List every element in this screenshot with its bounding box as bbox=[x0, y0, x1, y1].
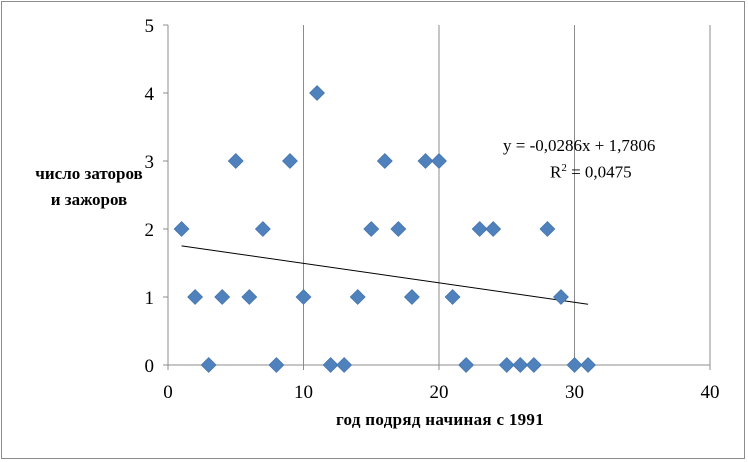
data-point bbox=[390, 221, 407, 237]
x-tick-label: 10 bbox=[294, 382, 313, 403]
x-tick-label: 40 bbox=[701, 382, 720, 403]
data-point bbox=[485, 221, 502, 237]
y-tick-label: 0 bbox=[145, 356, 155, 377]
data-point bbox=[512, 357, 529, 373]
x-tick-label: 20 bbox=[430, 382, 449, 403]
data-point bbox=[309, 85, 325, 101]
data-point bbox=[187, 289, 204, 305]
y-tick-label: 2 bbox=[145, 220, 155, 241]
data-point bbox=[268, 357, 285, 373]
data-point bbox=[227, 153, 244, 169]
data-point bbox=[431, 153, 447, 169]
trendline-line bbox=[181, 245, 589, 305]
data-point bbox=[539, 221, 556, 237]
data-point bbox=[566, 357, 583, 373]
data-point bbox=[471, 221, 488, 237]
y-tick-label: 1 bbox=[145, 288, 155, 309]
data-point bbox=[349, 289, 366, 305]
r2-value: = 0,0475 bbox=[571, 162, 632, 182]
y-tick-label: 3 bbox=[145, 152, 155, 173]
x-axis-label: год подряд начиная с 1991 bbox=[335, 410, 545, 429]
trendline-equation: y = -0,0286x + 1,7806 R2 = 0,0475 bbox=[480, 135, 730, 184]
data-point bbox=[214, 289, 231, 305]
data-point bbox=[241, 289, 258, 305]
grid-lines bbox=[303, 25, 711, 365]
x-tick-label: 30 bbox=[565, 382, 584, 403]
data-point bbox=[403, 289, 420, 305]
data-point bbox=[498, 357, 515, 373]
axes bbox=[163, 24, 711, 370]
data-points bbox=[173, 85, 596, 373]
data-point bbox=[458, 357, 475, 373]
data-point bbox=[254, 221, 271, 237]
y-tick-label: 4 bbox=[145, 84, 155, 105]
x-tick-labels: 0 10 20 30 40 bbox=[163, 382, 719, 403]
data-point bbox=[444, 289, 461, 305]
data-point bbox=[525, 357, 542, 373]
x-tick-label: 0 bbox=[163, 382, 173, 403]
data-point bbox=[322, 357, 339, 373]
y-tick-labels: 0 1 2 3 4 5 bbox=[145, 16, 155, 377]
r-squared-text: R2 = 0,0475 bbox=[480, 157, 730, 184]
data-point bbox=[336, 357, 353, 373]
data-point bbox=[376, 153, 393, 169]
data-point bbox=[580, 357, 596, 373]
r2-symbol: R bbox=[550, 162, 562, 182]
data-point bbox=[282, 153, 298, 169]
y-axis-label: число заторов и зажоров bbox=[35, 164, 143, 209]
trendline bbox=[181, 245, 589, 305]
data-point bbox=[200, 357, 217, 373]
data-point bbox=[173, 221, 190, 237]
data-point bbox=[363, 221, 380, 237]
r2-exponent: 2 bbox=[561, 162, 567, 174]
equation-text: y = -0,0286x + 1,7806 bbox=[503, 136, 656, 155]
y-tick-label: 5 bbox=[145, 16, 155, 37]
data-point bbox=[295, 289, 312, 305]
data-point bbox=[417, 153, 434, 169]
data-point bbox=[553, 289, 569, 305]
